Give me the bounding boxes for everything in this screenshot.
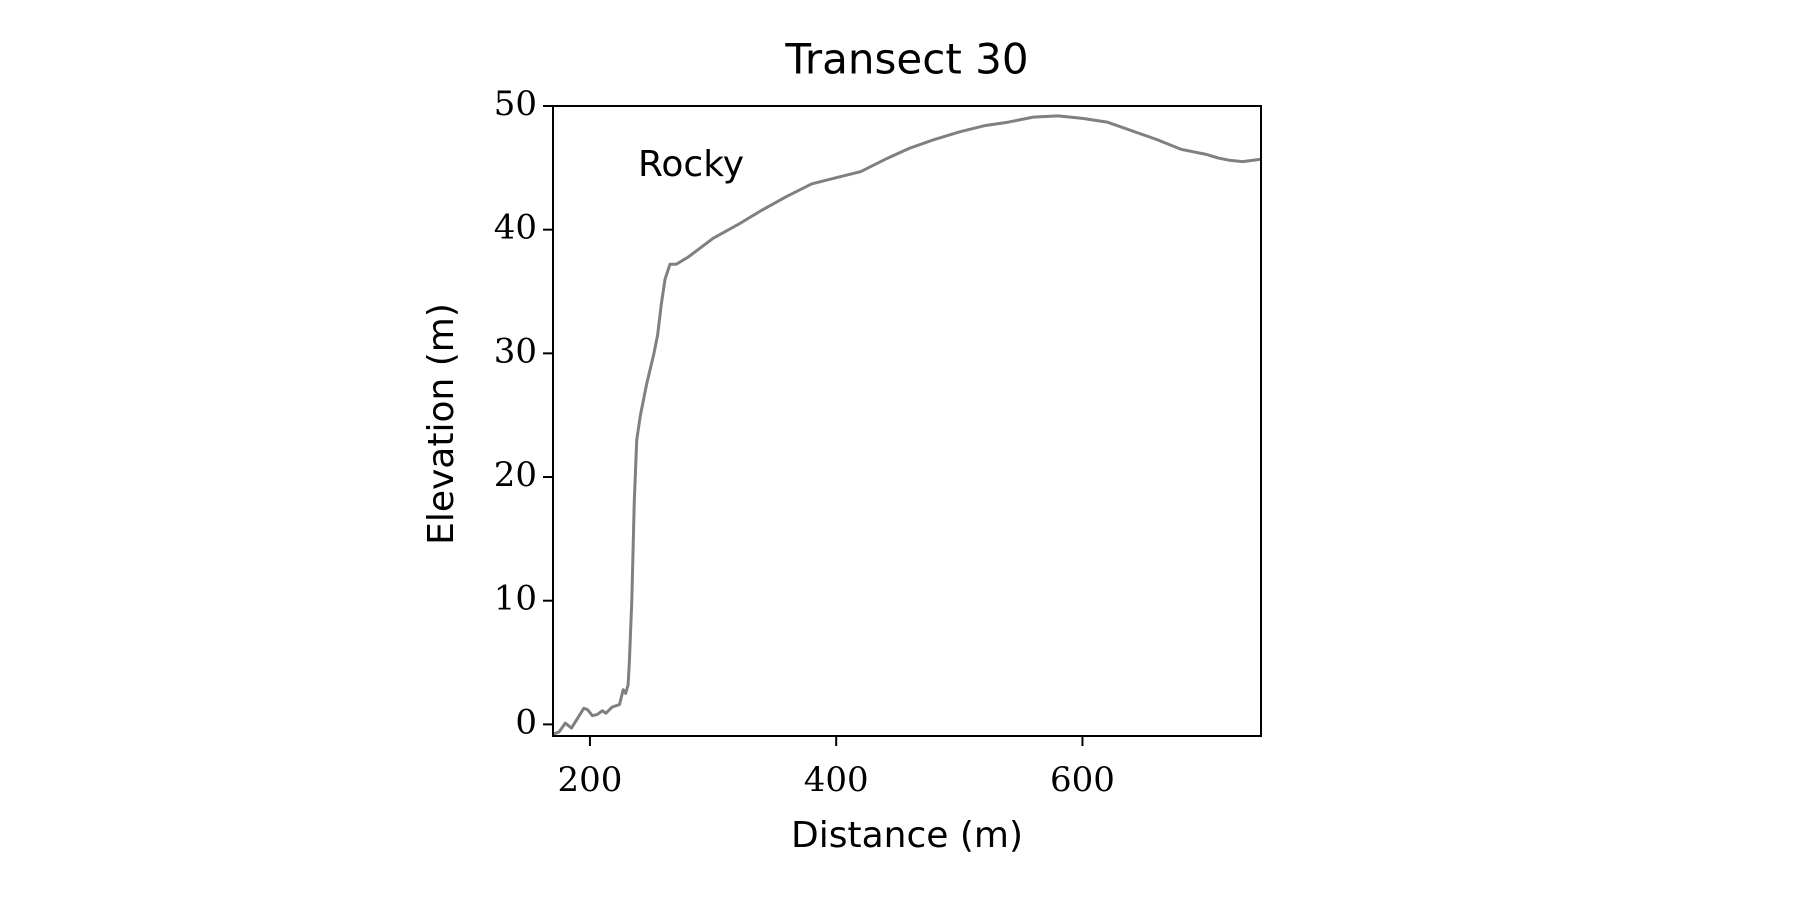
y-axis-label: Elevation (m) [421,303,462,545]
chart-title: Transect 30 [784,35,1028,84]
x-tick-label: 200 [557,760,622,800]
line [553,114,1261,736]
annotation: Rocky [638,144,744,185]
y-tick-label: 40 [494,208,537,248]
x-tick-label: 600 [1050,760,1115,800]
y-tick-label: 0 [515,702,537,742]
plot-frame [552,105,1262,737]
y-tick-label: 50 [494,84,537,124]
y-tick-label: 10 [494,579,537,619]
y-tick-label: 30 [494,331,537,371]
y-tick-label: 20 [494,455,537,495]
x-tick-label: 400 [804,760,869,800]
x-axis-label: Distance (m) [791,815,1023,856]
